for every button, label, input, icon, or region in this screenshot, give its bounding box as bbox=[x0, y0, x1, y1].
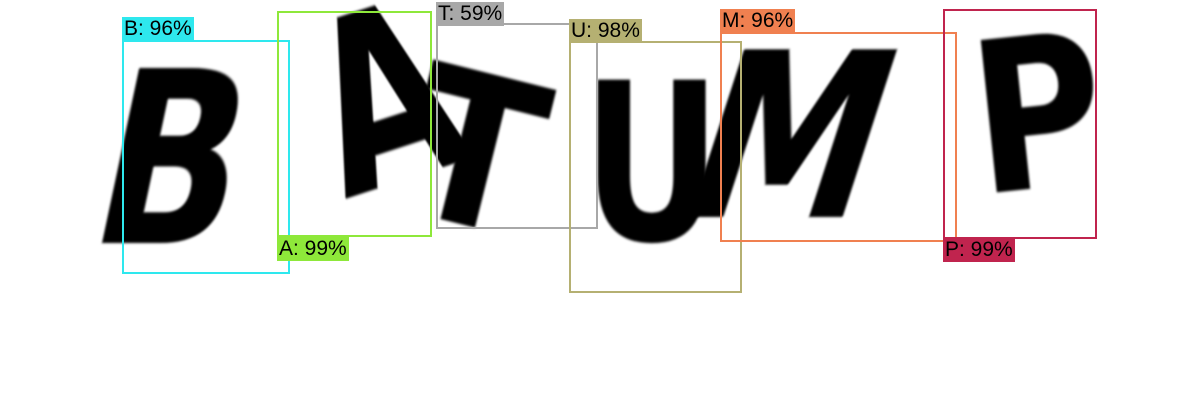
label-u: U: 98% bbox=[569, 19, 642, 43]
bbox-m bbox=[720, 32, 957, 242]
bbox-a bbox=[277, 11, 432, 237]
bbox-b bbox=[122, 40, 290, 274]
label-m: M: 96% bbox=[720, 9, 796, 33]
label-t: T: 59% bbox=[436, 2, 505, 26]
label-b: B: 96% bbox=[122, 17, 194, 41]
bbox-t bbox=[436, 23, 598, 229]
label-p: P: 99% bbox=[943, 238, 1015, 262]
glyph-u: U bbox=[582, 36, 722, 292]
bbox-u bbox=[569, 41, 742, 293]
bbox-p bbox=[943, 9, 1097, 239]
label-a: A: 99% bbox=[277, 237, 349, 261]
